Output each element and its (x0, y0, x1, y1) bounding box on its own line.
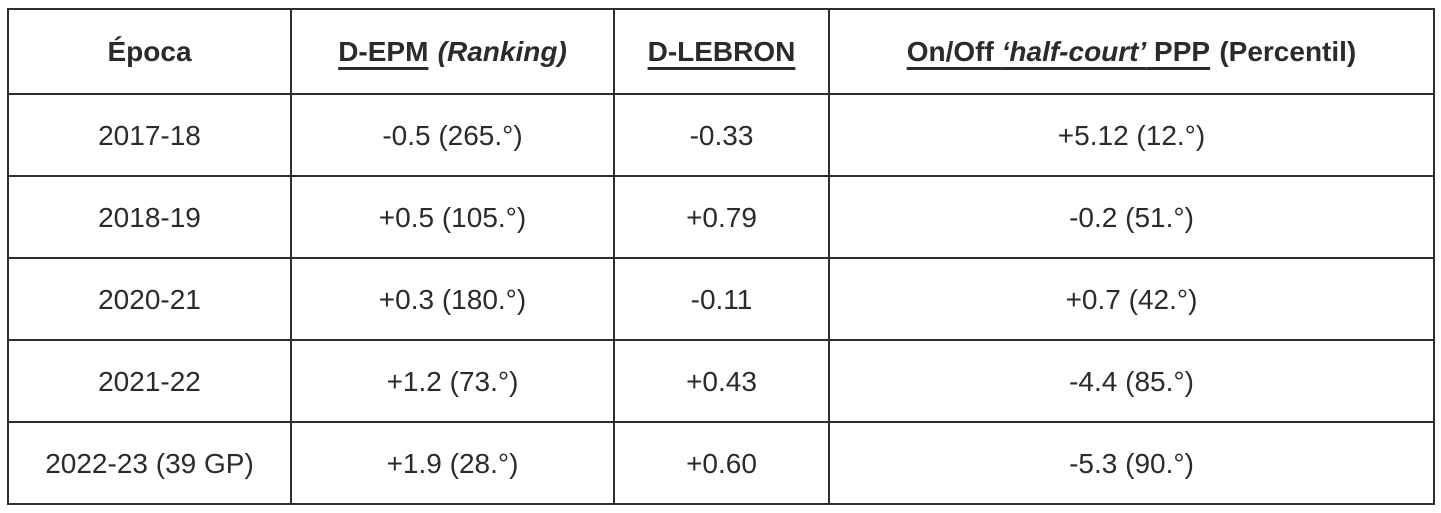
cell-onoff: -0.2 (51.°) (828, 175, 1435, 259)
col-header-onoff: On/Off ‘half-court’ PPP (Percentil) (828, 8, 1435, 95)
cell-epoca: 2018-19 (7, 175, 292, 259)
cell-dlebron: -0.11 (613, 257, 830, 341)
header-row: Época D-EPM (Ranking) D-LEBRON On/Off ‘ha… (7, 8, 1435, 95)
table-row: 2017-18 -0.5 (265.°) -0.33 +5.12 (12.°) (7, 93, 1435, 177)
table-row: 2020-21 +0.3 (180.°) -0.11 +0.7 (42.°) (7, 257, 1435, 341)
col-header-depm: D-EPM (Ranking) (290, 8, 615, 95)
cell-dlebron: +0.79 (613, 175, 830, 259)
cell-dlebron: -0.33 (613, 93, 830, 177)
col-header-depm-label: D-EPM (338, 36, 429, 67)
col-header-epoca-label: Época (107, 36, 192, 67)
cell-onoff: +0.7 (42.°) (828, 257, 1435, 341)
cell-depm: +1.9 (28.°) (290, 421, 615, 505)
cell-epoca: 2022-23 (39 GP) (7, 421, 292, 505)
table-row: 2021-22 +1.2 (73.°) +0.43 -4.4 (85.°) (7, 339, 1435, 423)
cell-depm: +0.5 (105.°) (290, 175, 615, 259)
cell-onoff: -4.4 (85.°) (828, 339, 1435, 423)
col-header-onoff-label: On/Off ‘half-court’ PPP (906, 36, 1211, 67)
cell-onoff: -5.3 (90.°) (828, 421, 1435, 505)
col-header-onoff-paren: (Percentil) (1219, 36, 1357, 67)
cell-epoca: 2017-18 (7, 93, 292, 177)
col-header-dlebron: D-LEBRON (613, 8, 830, 95)
table-row: 2018-19 +0.5 (105.°) +0.79 -0.2 (51.°) (7, 175, 1435, 259)
col-header-dlebron-label: D-LEBRON (647, 36, 796, 67)
cell-dlebron: +0.43 (613, 339, 830, 423)
cell-epoca: 2020-21 (7, 257, 292, 341)
cell-depm: +0.3 (180.°) (290, 257, 615, 341)
cell-depm: +1.2 (73.°) (290, 339, 615, 423)
cell-depm: -0.5 (265.°) (290, 93, 615, 177)
cell-dlebron: +0.60 (613, 421, 830, 505)
defense-stats-table: Época D-EPM (Ranking) D-LEBRON On/Off ‘ha… (7, 8, 1435, 505)
col-header-epoca: Época (7, 8, 292, 95)
table-row: 2022-23 (39 GP) +1.9 (28.°) +0.60 -5.3 (… (7, 421, 1435, 505)
cell-epoca: 2021-22 (7, 339, 292, 423)
col-header-depm-paren: (Ranking) (437, 36, 567, 67)
cell-onoff: +5.12 (12.°) (828, 93, 1435, 177)
